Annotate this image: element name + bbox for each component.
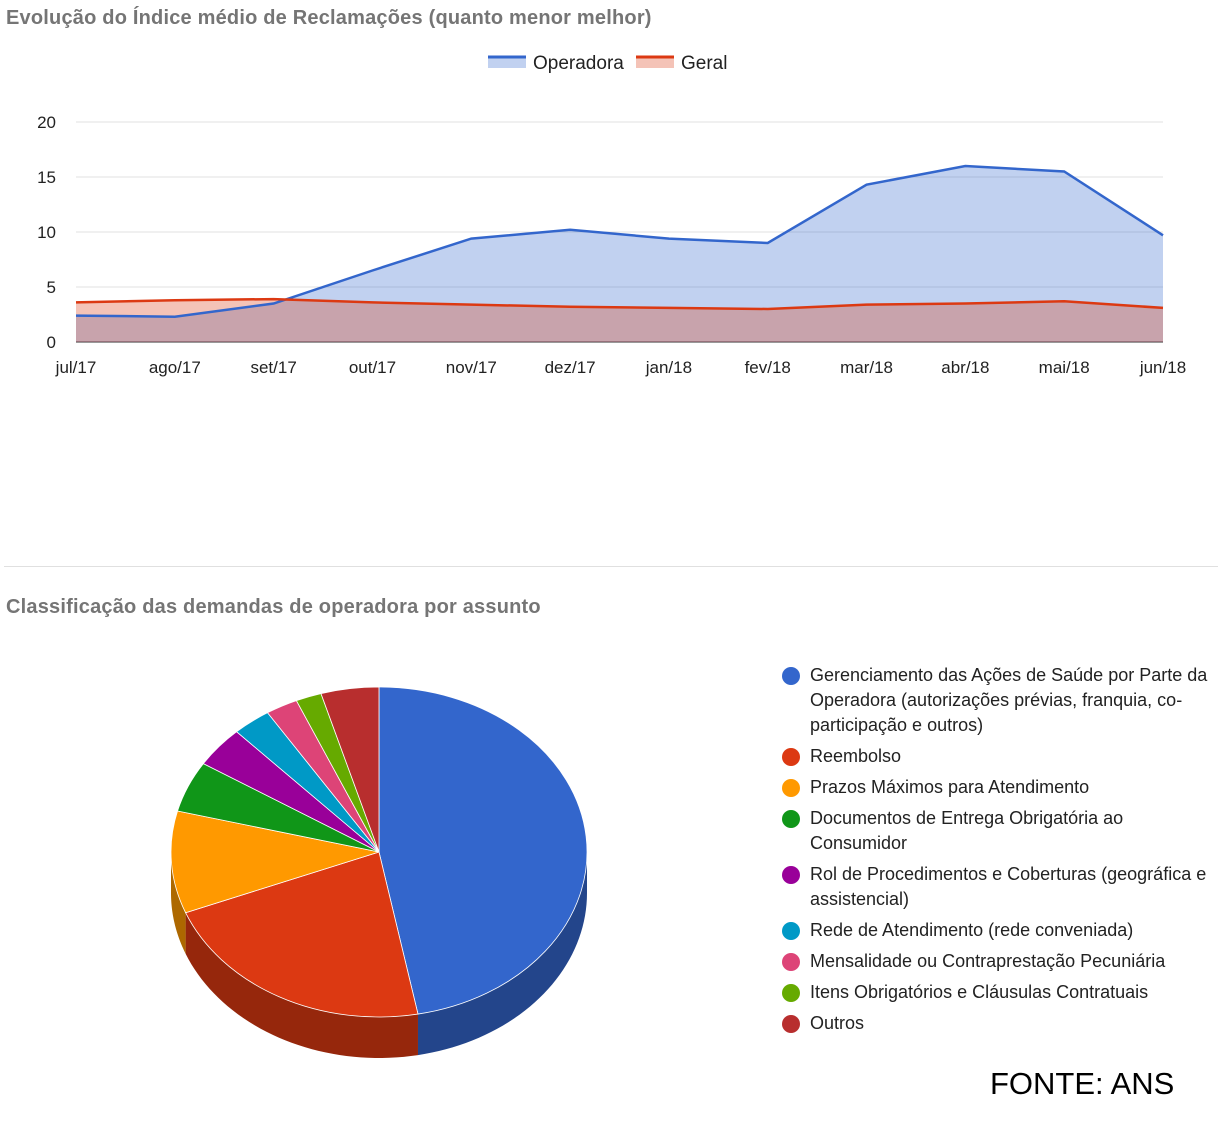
y-tick-label: 10: [37, 223, 56, 242]
legend-item: Itens Obrigatórios e Cláusulas Contratua…: [782, 980, 1222, 1005]
x-tick-label: jun/18: [1139, 358, 1186, 377]
legend-swatch: [636, 56, 674, 68]
source-note: FONTE: ANS: [990, 1066, 1175, 1101]
chart-separator: [4, 566, 1218, 567]
legend-dot-icon: [782, 810, 800, 828]
pie-slice: [320, 686, 380, 853]
legend-item: Reembolso: [782, 744, 1222, 769]
legend-swatch: [488, 56, 526, 68]
x-tick-label: set/17: [250, 358, 296, 377]
y-tick-label: 15: [37, 168, 56, 187]
series-area-geral: [76, 299, 1163, 342]
legend-item: Gerenciamento das Ações de Saúde por Par…: [782, 663, 1222, 738]
pie-slice-side: [185, 912, 418, 1058]
legend-label: Operadora: [533, 53, 624, 74]
legend-label: Geral: [681, 53, 727, 74]
area-chart: 0 5 10 15 20 jul/17 ago/17 set/17 out/17 nov/17 de…: [37, 53, 1186, 377]
legend-label: Mensalidade ou Contraprestação Pecuniári…: [810, 951, 1166, 971]
legend-item: Outros: [782, 1011, 1222, 1036]
legend-label: Reembolso: [810, 746, 902, 766]
pie-slice: [170, 810, 380, 914]
x-tick-label: jul/17: [55, 358, 97, 377]
legend-item: Rede de Atendimento (rede conveniada): [782, 918, 1222, 943]
legend-label: Itens Obrigatórios e Cláusulas Contratua…: [810, 982, 1149, 1002]
line-chart-title: Evolução do Índice médio de Reclamações …: [6, 7, 652, 29]
legend-label: Rede de Atendimento (rede conveniada): [810, 920, 1134, 940]
legend-item: Rol de Procedimentos e Coberturas (geogr…: [782, 862, 1222, 912]
legend-dot-icon: [782, 1015, 800, 1033]
x-tick-label: mar/18: [840, 358, 893, 377]
series-area-operadora: [76, 166, 1163, 342]
legend-label: Prazos Máximos para Atendimento: [810, 777, 1090, 797]
legend-label: Rol de Procedimentos e Coberturas (geogr…: [810, 864, 1207, 909]
pie-chart: [170, 686, 588, 1058]
legend-dot-icon: [782, 984, 800, 1002]
legend-dot-icon: [782, 667, 800, 685]
legend-item: Documentos de Entrega Obrigatória ao Con…: [782, 806, 1222, 856]
y-tick-label: 20: [37, 113, 56, 132]
legend-label: Outros: [810, 1013, 865, 1033]
x-tick-label: ago/17: [149, 358, 201, 377]
x-tick-label: mai/18: [1039, 358, 1090, 377]
x-tick-label: nov/17: [446, 358, 497, 377]
x-tick-label: dez/17: [545, 358, 596, 377]
pie-slice-side: [171, 852, 186, 954]
x-tick-label: jan/18: [645, 358, 692, 377]
legend-item: Prazos Máximos para Atendimento: [782, 775, 1222, 800]
series-line-operadora: [75, 164, 1164, 318]
pie-slice: [378, 686, 588, 1015]
y-tick-label: 0: [47, 333, 56, 352]
line-legend: Operadora Geral: [488, 53, 727, 74]
x-tick-label: fev/18: [745, 358, 791, 377]
legend-dot-icon: [782, 953, 800, 971]
pie-chart-title: Classificação das demandas de operadora …: [6, 596, 541, 618]
legend-dot-icon: [782, 748, 800, 766]
legend-item: Mensalidade ou Contraprestação Pecuniári…: [782, 949, 1222, 974]
series-line-geral: [75, 297, 1164, 311]
legend-label: Gerenciamento das Ações de Saúde por Par…: [810, 665, 1208, 735]
legend-dot-icon: [782, 922, 800, 940]
legend-dot-icon: [782, 779, 800, 797]
x-tick-label: abr/18: [941, 358, 989, 377]
x-tick-label: out/17: [349, 358, 396, 377]
pie-legend: Gerenciamento das Ações de Saúde por Par…: [782, 663, 1222, 1042]
y-tick-label: 5: [47, 278, 56, 297]
legend-dot-icon: [782, 866, 800, 884]
legend-label: Documentos de Entrega Obrigatória ao Con…: [810, 808, 1124, 853]
pie-slice: [185, 851, 419, 1018]
